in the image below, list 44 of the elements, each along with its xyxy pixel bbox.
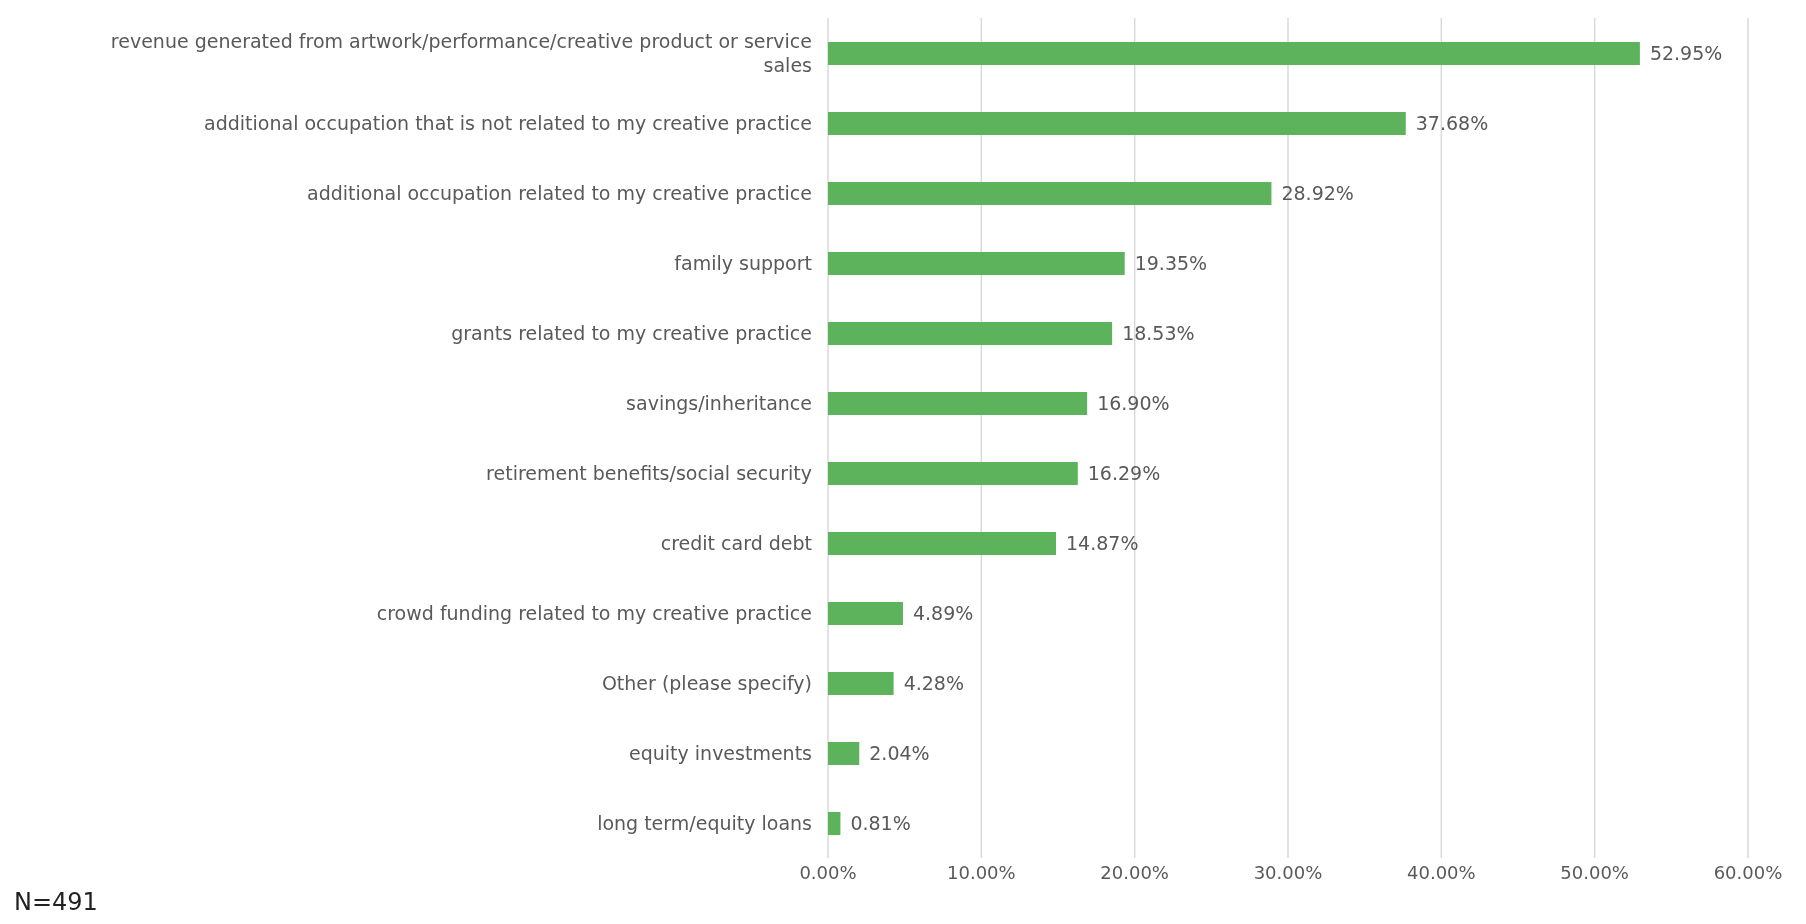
data-label: 37.68% — [1415, 112, 1489, 135]
data-label: 4.89% — [912, 602, 974, 625]
y-tick-label: revenue generated from artwork/performance/creative product or service sales — [110, 30, 812, 76]
x-tick-label: 60.00% — [1713, 861, 1783, 883]
y-tick-label: Other (please specify) — [601, 672, 812, 694]
data-label: 19.35% — [1134, 252, 1208, 275]
bar — [828, 322, 1113, 345]
bar — [828, 462, 1078, 485]
x-tick-label: 10.00% — [947, 861, 1016, 883]
y-tick-label: long term/equity loans — [597, 812, 812, 834]
data-label: 16.90% — [1097, 392, 1170, 415]
data-label: 4.28% — [903, 672, 964, 695]
y-tick-label: family support — [674, 252, 812, 274]
text: N=491 — [14, 888, 98, 916]
y-tick-label: retirement benefits/social security — [486, 462, 812, 484]
x-tick-label: 50.00% — [1560, 861, 1629, 883]
bar — [828, 392, 1088, 415]
data-label: 18.53% — [1122, 322, 1195, 345]
y-tick-label: equity investments — [629, 742, 812, 764]
y-tick-label: crowd funding related to my creative practice — [376, 602, 812, 624]
bar — [828, 252, 1125, 275]
bar — [828, 602, 903, 625]
x-tick-label: 40.00% — [1407, 861, 1476, 883]
x-tick-label: 0.00% — [799, 861, 857, 883]
data-label: 52.95% — [1649, 42, 1723, 65]
data-label: 0.81% — [850, 812, 911, 835]
bar — [828, 42, 1640, 65]
data-label: 14.87% — [1066, 532, 1139, 555]
y-tick-label: additional occupation related to my creative practice — [307, 182, 812, 204]
x-tick-label: 20.00% — [1100, 861, 1169, 883]
bar — [828, 742, 860, 765]
data-label: 2.04% — [869, 742, 930, 765]
data-label: 28.92% — [1281, 182, 1354, 205]
bar — [828, 672, 894, 695]
y-tick-label: credit card debt — [660, 532, 812, 554]
y-tick-label: grants related to my creative practice — [451, 322, 812, 344]
bar — [828, 182, 1272, 205]
x-tick-label: 30.00% — [1253, 861, 1323, 883]
bar — [828, 112, 1406, 135]
data-label: 16.29% — [1087, 462, 1161, 485]
y-tick-label: additional occupation that is not related to my creative practice — [204, 112, 812, 134]
bar — [828, 812, 841, 835]
bar — [828, 532, 1057, 555]
y-tick-label: savings/inheritance — [626, 392, 812, 414]
